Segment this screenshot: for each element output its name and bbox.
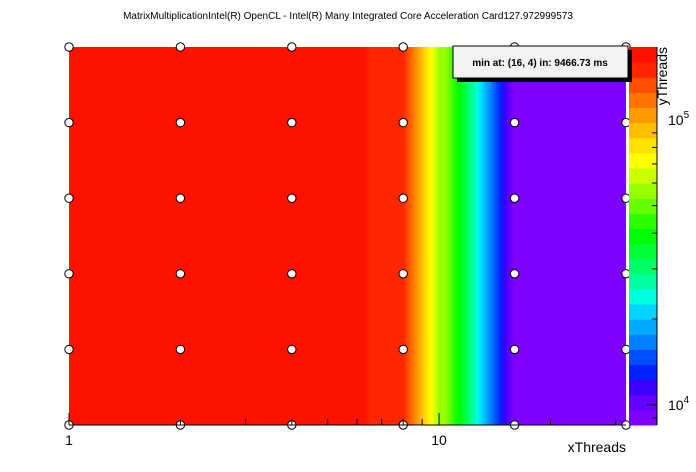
color-level [629, 122, 657, 139]
data-point [621, 269, 631, 279]
data-point [287, 117, 297, 128]
data-point [509, 117, 520, 128]
data-point [509, 269, 520, 279]
color-tick-label: 105 [668, 110, 690, 128]
annotation-text: min at: (16, 4) in: 9466.73 ms [472, 58, 608, 69]
color-level [629, 92, 657, 108]
data-point [287, 269, 297, 279]
data-point [175, 344, 186, 355]
color-level [629, 107, 657, 124]
color-scale-bar: 104 105 [629, 47, 690, 426]
min-annotation: min at: (16, 4) in: 9466.73 ms [452, 45, 632, 82]
x-axis-title: xThreads [568, 439, 626, 455]
color-level [629, 198, 657, 214]
color-level [629, 273, 657, 290]
x-tick-label: 1 [65, 432, 73, 448]
y-axis-title: yThreads [654, 47, 670, 105]
color-level [629, 394, 657, 411]
data-point [287, 344, 297, 355]
data-point [175, 42, 186, 52]
data-point [398, 193, 408, 203]
color-level [629, 349, 657, 366]
color-level [629, 364, 657, 381]
color-tick-exponent: 5 [684, 110, 690, 121]
color-tick-exponent: 4 [684, 395, 690, 406]
data-point [64, 42, 74, 52]
color-level [629, 304, 657, 320]
data-point [64, 117, 74, 128]
data-point [64, 193, 74, 203]
heatmap-fill [69, 47, 626, 425]
color-level [629, 288, 657, 305]
data-point [509, 344, 520, 355]
color-level [629, 409, 657, 426]
color-tick-label: 104 [668, 395, 690, 413]
x-tick-label: 10 [431, 432, 447, 448]
data-point [64, 269, 74, 279]
color-level [629, 77, 657, 93]
color-level [629, 152, 657, 169]
annotation-box [452, 45, 629, 79]
data-point [621, 193, 631, 203]
color-level [629, 334, 657, 350]
data-point [287, 193, 297, 203]
color-level [629, 47, 657, 63]
data-point [287, 42, 297, 52]
data-point [398, 42, 408, 52]
x-axis-ticks: 1 10 [65, 413, 626, 448]
data-point [175, 117, 186, 128]
data-point [621, 117, 631, 128]
chart-title: MatrixMultiplicationIntel(R) OpenCL - In… [123, 11, 573, 22]
data-point [398, 344, 408, 355]
color-level [629, 183, 657, 199]
data-point [175, 193, 186, 203]
color-level [629, 213, 657, 229]
data-point [509, 193, 520, 203]
color-level [629, 137, 657, 154]
color-level [629, 243, 657, 260]
data-point [621, 344, 631, 355]
color-level [629, 258, 657, 275]
color-level [629, 228, 657, 245]
data-point [398, 269, 408, 279]
data-point [175, 269, 186, 279]
data-points [64, 42, 631, 430]
color-level [629, 62, 657, 78]
color-level [629, 167, 657, 184]
data-point [64, 344, 74, 355]
color-level [629, 319, 657, 335]
color-level [629, 379, 657, 396]
data-point [398, 117, 408, 128]
